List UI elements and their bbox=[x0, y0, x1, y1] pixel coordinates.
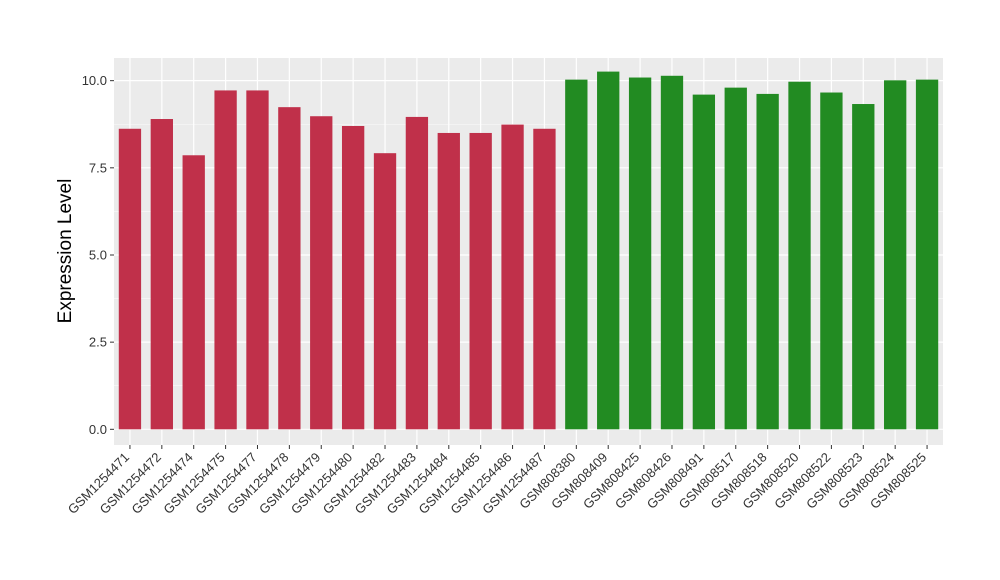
bar-GSM1254486 bbox=[501, 124, 524, 430]
bar-GSM1254477 bbox=[246, 90, 269, 430]
bar-GSM808409 bbox=[597, 71, 620, 430]
y-tick-label: 0.0 bbox=[89, 422, 107, 437]
bar-GSM1254480 bbox=[341, 125, 365, 430]
bar-GSM1254485 bbox=[469, 132, 492, 430]
bar-GSM808523 bbox=[852, 104, 875, 430]
x-axis: GSM1254471GSM1254472GSM1254474GSM1254475… bbox=[65, 445, 929, 517]
bar-GSM1254483 bbox=[405, 116, 429, 430]
bar-GSM808520 bbox=[788, 81, 811, 430]
y-tick-label: 7.5 bbox=[89, 160, 107, 175]
plot-panel bbox=[114, 58, 943, 445]
bar-GSM1254482 bbox=[373, 153, 397, 430]
bar-GSM1254478 bbox=[278, 107, 301, 430]
bar-GSM808525 bbox=[915, 79, 939, 430]
bar-GSM808518 bbox=[756, 93, 779, 430]
bar-GSM808524 bbox=[884, 80, 907, 430]
bar-GSM808426 bbox=[660, 75, 684, 430]
bar-GSM808425 bbox=[628, 77, 652, 430]
y-axis: 0.0 2.5 5.0 7.5 10.0 bbox=[82, 73, 114, 437]
bar-GSM808491 bbox=[692, 94, 716, 430]
y-axis-title: Expression Level bbox=[55, 179, 76, 324]
y-tick-label: 2.5 bbox=[89, 335, 107, 350]
bar-GSM1254484 bbox=[437, 132, 460, 430]
bar-GSM808522 bbox=[820, 92, 843, 430]
y-tick-label: 5.0 bbox=[89, 247, 107, 262]
bar-GSM1254487 bbox=[533, 128, 556, 430]
bar-GSM808517 bbox=[724, 87, 747, 430]
bar-GSM1254474 bbox=[182, 155, 205, 430]
bar-GSM808380 bbox=[565, 79, 588, 430]
y-tick-label: 10.0 bbox=[82, 73, 107, 88]
bars bbox=[118, 71, 939, 430]
bar-GSM1254472 bbox=[150, 119, 173, 430]
bar-GSM1254475 bbox=[214, 90, 237, 430]
bar-GSM1254479 bbox=[310, 116, 333, 430]
bar-GSM1254471 bbox=[118, 128, 142, 430]
